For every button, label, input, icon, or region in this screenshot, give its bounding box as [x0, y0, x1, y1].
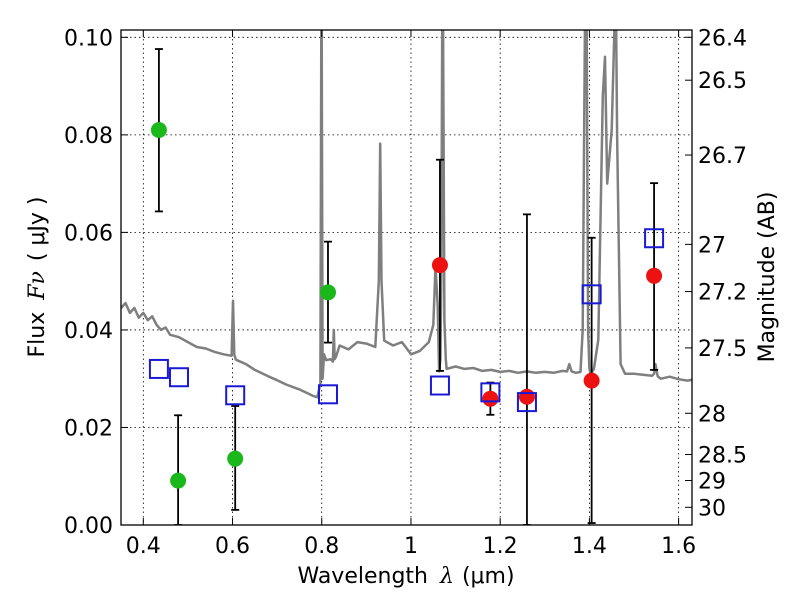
data-markers-layer: [148, 121, 665, 489]
axis-ticks: [121, 30, 692, 526]
x-tick-label: 1.6: [661, 534, 696, 559]
right-tick-label: 26.7: [698, 144, 747, 169]
data-point: [646, 267, 663, 284]
data-point-square: [168, 367, 189, 388]
plot-area: [121, 30, 692, 525]
right-axis-label: Magnitude (AB): [755, 192, 780, 363]
right-tick-label: 27.2: [698, 281, 747, 306]
x-tick-label: 1: [404, 534, 418, 559]
data-point-square: [581, 284, 602, 305]
right-tick-label: 29: [698, 470, 726, 495]
data-point: [319, 284, 336, 301]
data-point: [583, 372, 600, 389]
x-tick-label: 0.4: [126, 534, 161, 559]
y-axis-label-symbol: Fν: [25, 271, 50, 301]
data-point: [170, 472, 187, 489]
y-tick-label: 0.08: [64, 124, 113, 149]
y-axis-label: Flux Fν ( μJy ): [25, 196, 50, 357]
y-tick-label: 0.10: [64, 26, 113, 51]
data-point-square: [644, 228, 665, 249]
right-tick-label: 27.5: [698, 337, 747, 362]
x-tick-label: 1.2: [483, 534, 518, 559]
right-tick-label: 27: [698, 233, 726, 258]
x-axis-label-symbol: λ: [439, 564, 454, 589]
x-axis-label-unit: (μm): [462, 564, 515, 589]
data-point-square: [429, 375, 450, 396]
right-tick-label: 28.5: [698, 444, 747, 469]
y-axis-label-unit: ( μJy ): [25, 196, 50, 261]
data-point-square: [317, 384, 338, 405]
data-point: [431, 257, 448, 274]
data-point: [150, 121, 167, 138]
right-tick-label: 26.5: [698, 69, 747, 94]
data-point-square: [516, 392, 537, 413]
y-tick-labels: 0.00 0.02 0.04 0.06 0.08 0.10: [64, 26, 113, 539]
right-tick-label: 28: [698, 402, 726, 427]
y-tick-label: 0.00: [64, 514, 113, 539]
x-axis-label: Wavelength λ (μm): [297, 564, 514, 589]
x-tick-labels: 0.4 0.6 0.8 1 1.2 1.4 1.6: [126, 534, 696, 559]
x-tick-label: 0.6: [215, 534, 250, 559]
data-point: [482, 390, 499, 407]
data-point-square: [225, 385, 246, 406]
y-tick-label: 0.02: [64, 416, 113, 441]
y-axis-label-text: Flux: [25, 312, 50, 358]
data-point-square: [480, 382, 501, 403]
data-point: [227, 450, 244, 467]
data-point-square: [148, 358, 169, 379]
y-tick-label: 0.06: [64, 221, 113, 246]
plot-frame: [120, 29, 693, 526]
y-tick-label: 0.04: [64, 319, 113, 344]
right-tick-label: 26.4: [698, 26, 747, 51]
x-axis-label-text: Wavelength: [297, 564, 428, 589]
x-tick-label: 0.8: [304, 534, 339, 559]
right-tick-label: 30: [698, 496, 726, 521]
data-point: [518, 388, 535, 405]
x-tick-label: 1.4: [572, 534, 607, 559]
